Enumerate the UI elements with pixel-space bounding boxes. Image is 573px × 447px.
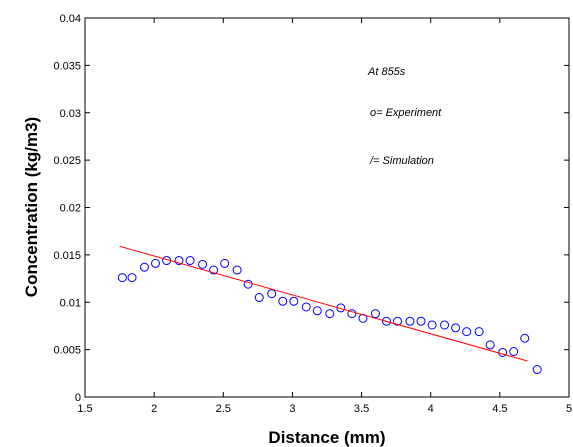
annotations: At 855s o= Experiment /= Simulation bbox=[367, 66, 442, 167]
axis-ticks: 1.5 2 2.5 3 3.5 4 4.5 5 0 0.005 0.01 0.015 0.02 0.025… bbox=[53, 13, 572, 415]
annotation-experiment-legend: o= Experiment bbox=[370, 107, 442, 119]
data-point-experiment bbox=[209, 265, 219, 275]
data-point-experiment bbox=[198, 259, 208, 269]
data-point-experiment bbox=[370, 309, 380, 319]
data-point-experiment bbox=[393, 316, 403, 326]
data-point-experiment bbox=[232, 265, 242, 275]
data-point-experiment bbox=[474, 327, 484, 337]
x-tick-label: 2.5 bbox=[216, 403, 231, 415]
data-point-experiment bbox=[267, 289, 277, 299]
x-tick-label: 1.5 bbox=[77, 403, 92, 415]
data-point-experiment bbox=[485, 340, 495, 350]
data-point-experiment bbox=[509, 347, 519, 357]
data-point-experiment bbox=[440, 320, 450, 330]
data-point-experiment bbox=[336, 303, 346, 313]
data-point-experiment bbox=[462, 327, 472, 337]
data-point-experiment bbox=[117, 273, 127, 283]
data-point-experiment bbox=[185, 256, 195, 266]
y-tick-label: 0 bbox=[75, 392, 81, 404]
data-point-experiment bbox=[301, 302, 311, 312]
data-point-experiment bbox=[325, 309, 335, 319]
data-point-experiment bbox=[127, 273, 137, 283]
x-tick-label: 4.5 bbox=[492, 403, 507, 415]
y-tick-label: 0.02 bbox=[60, 203, 81, 215]
data-point-experiment bbox=[278, 296, 288, 306]
y-tick-label: 0.025 bbox=[53, 155, 81, 167]
annotation-simulation-legend: /= Simulation bbox=[369, 155, 434, 167]
data-point-experiment bbox=[427, 320, 437, 330]
data-point-experiment bbox=[254, 293, 264, 303]
data-point-experiment bbox=[312, 306, 322, 316]
x-tick-label: 2 bbox=[151, 403, 157, 415]
data-point-experiment bbox=[381, 316, 391, 326]
data-point-experiment bbox=[139, 262, 149, 272]
data-point-experiment bbox=[347, 309, 357, 319]
x-tick-label: 3.5 bbox=[354, 403, 369, 415]
annotation-time: At 855s bbox=[367, 66, 406, 78]
y-tick-label: 0.04 bbox=[60, 13, 81, 25]
x-tick-label: 3 bbox=[289, 403, 295, 415]
data-point-experiment bbox=[289, 296, 299, 306]
y-tick-label: 0.03 bbox=[60, 108, 81, 120]
data-point-experiment bbox=[405, 316, 415, 326]
x-axis-title: Distance (mm) bbox=[268, 428, 385, 447]
x-tick-label: 5 bbox=[566, 403, 572, 415]
data-point-experiment bbox=[416, 316, 426, 326]
data-point-experiment bbox=[451, 323, 461, 333]
x-tick-label: 4 bbox=[428, 403, 434, 415]
series-line-simulation bbox=[119, 245, 528, 362]
data-point-experiment bbox=[174, 256, 184, 266]
y-tick-label: 0.005 bbox=[53, 345, 81, 357]
data-point-experiment bbox=[220, 258, 230, 268]
y-tick-label: 0.035 bbox=[53, 60, 81, 72]
data-point-experiment bbox=[532, 365, 542, 375]
plot-area bbox=[84, 17, 570, 398]
y-tick-label: 0.01 bbox=[60, 297, 81, 309]
y-axis-title: Concentration (kg/m3) bbox=[22, 117, 41, 297]
data-series bbox=[117, 245, 542, 375]
data-point-experiment bbox=[520, 333, 530, 343]
data-point-experiment bbox=[151, 258, 161, 268]
y-tick-label: 0.015 bbox=[53, 250, 81, 262]
data-point-experiment bbox=[243, 279, 253, 289]
